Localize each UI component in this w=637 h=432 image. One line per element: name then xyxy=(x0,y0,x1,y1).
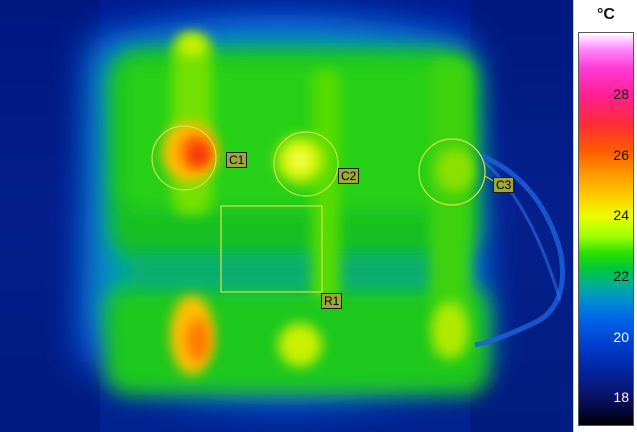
roi-label-c1: C1 xyxy=(226,152,248,168)
roi-c1-circle[interactable] xyxy=(151,125,217,191)
roi-label-c3: C3 xyxy=(493,177,515,193)
scale-tick-24: 24 xyxy=(613,207,629,223)
color-scale-panel: °C 28 26 24 22 20 18 xyxy=(573,0,637,432)
scale-tick-26: 26 xyxy=(613,147,629,163)
thermal-image xyxy=(0,0,573,432)
roi-c2-circle[interactable] xyxy=(273,131,339,197)
scale-tick-22: 22 xyxy=(613,268,629,284)
roi-label-r1: R1 xyxy=(321,293,343,309)
color-scale-bar xyxy=(578,32,634,426)
scale-tick-28: 28 xyxy=(613,86,629,102)
scale-unit-label: °C xyxy=(597,6,615,23)
scale-tick-18: 18 xyxy=(613,389,629,405)
scale-tick-20: 20 xyxy=(613,329,629,345)
roi-r1-rect[interactable] xyxy=(220,205,323,293)
roi-c3-circle[interactable] xyxy=(418,138,486,206)
roi-label-c2: C2 xyxy=(338,168,360,184)
